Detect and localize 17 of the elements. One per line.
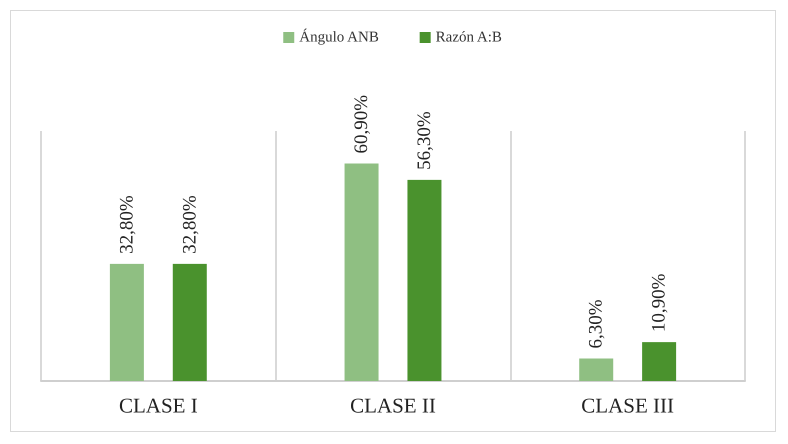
legend-label: Ángulo ANB: [299, 28, 379, 46]
data-label: 6,30%: [586, 299, 607, 348]
x-tick-label: CLASE II: [350, 394, 436, 418]
data-label: 32,80%: [116, 195, 138, 254]
data-label: 60,90%: [351, 94, 372, 154]
bar: [579, 358, 614, 381]
x-tick-label: CLASE III: [581, 394, 674, 418]
bar: [407, 180, 442, 381]
bar: [172, 264, 207, 381]
data-label: 56,30%: [414, 111, 435, 170]
bar: [344, 164, 379, 381]
data-label: 32,80%: [179, 195, 200, 254]
data-label: 10,90%: [648, 273, 670, 332]
bar: [642, 342, 676, 381]
bar: [110, 264, 144, 381]
x-tick-label: CLASE I: [118, 394, 198, 418]
legend-label: Razón A:B: [436, 30, 502, 46]
